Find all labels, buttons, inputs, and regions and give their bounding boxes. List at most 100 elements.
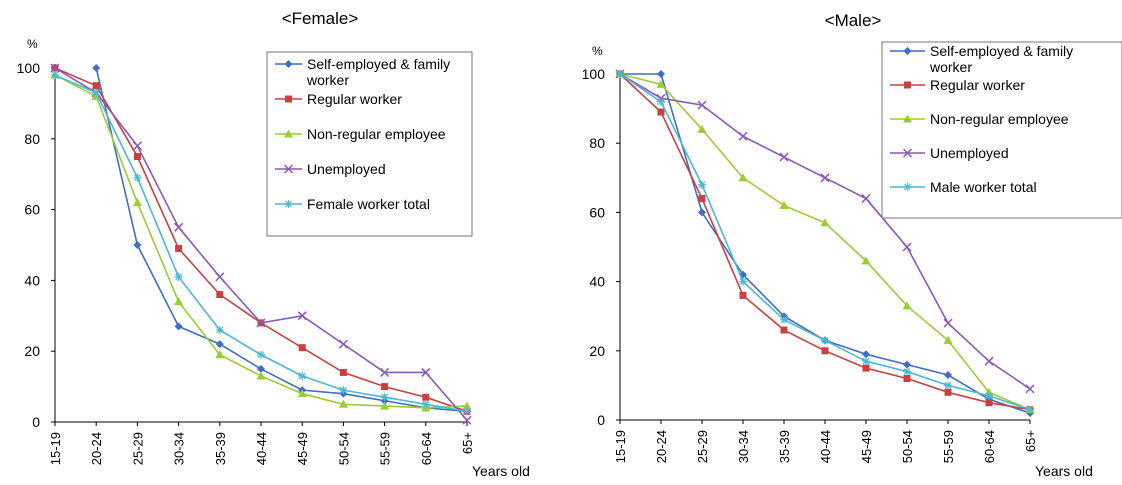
data-point xyxy=(821,347,829,355)
data-point xyxy=(656,79,666,88)
data-point xyxy=(738,131,748,141)
x-tick-label: 15-19 xyxy=(48,432,63,465)
y-tick-label: 20 xyxy=(589,343,605,359)
data-point xyxy=(698,208,706,217)
data-point xyxy=(339,386,348,395)
data-point xyxy=(821,336,829,345)
y-tick-label: 100 xyxy=(17,60,41,76)
data-point xyxy=(132,141,142,151)
data-point xyxy=(422,393,430,401)
data-point xyxy=(132,198,142,207)
data-point xyxy=(862,364,870,372)
male-chart: <Male>% 0 20 40 60 80 100 15-19 20-24 25-29 30-34 3… xyxy=(582,11,1122,479)
data-point xyxy=(421,367,431,377)
data-point xyxy=(133,153,141,160)
x-tick-label: 20-24 xyxy=(654,430,669,463)
data-point xyxy=(381,383,389,391)
data-point xyxy=(338,399,348,408)
x-tick-label: 35-39 xyxy=(777,430,792,463)
x-tick-label: 55-59 xyxy=(941,430,956,463)
x-tick-label: 40-44 xyxy=(254,432,269,465)
data-point xyxy=(657,108,665,116)
data-point xyxy=(421,400,430,409)
data-point xyxy=(944,381,952,390)
legend-marker xyxy=(283,164,294,174)
legend-box xyxy=(266,51,473,237)
data-point xyxy=(739,291,747,299)
data-point xyxy=(133,241,142,249)
data-point xyxy=(902,301,912,310)
data-point xyxy=(92,64,101,72)
legend-label: Regular worker xyxy=(930,77,1025,93)
x-tick-label: 60-64 xyxy=(982,430,997,463)
series-group xyxy=(615,69,1035,394)
legend-marker xyxy=(284,200,293,208)
data-point xyxy=(92,82,100,90)
data-point xyxy=(903,367,911,376)
legend-label: Female worker total xyxy=(307,196,430,212)
data-point xyxy=(297,311,307,321)
series-group xyxy=(616,70,1034,414)
legend-marker xyxy=(902,148,913,158)
data-point xyxy=(463,407,471,416)
x-tick-label: 60-64 xyxy=(419,432,434,465)
data-point xyxy=(779,152,789,162)
data-point xyxy=(698,180,706,189)
legend: Self-employed & family worker Regular work… xyxy=(881,41,1122,219)
data-point xyxy=(780,315,788,324)
legend-marker xyxy=(903,183,912,191)
data-point xyxy=(297,389,307,398)
data-point xyxy=(984,356,994,366)
data-point xyxy=(215,350,225,359)
data-point xyxy=(943,335,953,344)
data-point xyxy=(175,245,183,253)
x-tick-label: 15-19 xyxy=(613,430,628,463)
data-point xyxy=(902,242,912,252)
legend-marker xyxy=(904,81,911,89)
data-point xyxy=(338,339,348,349)
data-point xyxy=(944,388,952,396)
y-tick-label: 0 xyxy=(597,412,605,428)
data-point xyxy=(862,350,870,359)
y-tick-label: 60 xyxy=(589,204,605,220)
y-tick-label: 80 xyxy=(589,135,605,151)
data-point xyxy=(779,200,789,209)
data-point xyxy=(657,70,665,78)
legend: Self-employed & family worker Regular work… xyxy=(266,51,473,237)
data-point xyxy=(861,256,871,265)
x-tick-label: 35-39 xyxy=(213,432,228,465)
x-tick-label: 50-54 xyxy=(336,432,351,465)
y-tick-label: 60 xyxy=(24,202,40,218)
series-group xyxy=(51,71,471,416)
data-point xyxy=(985,391,993,400)
data-point xyxy=(943,318,953,328)
legend-marker xyxy=(284,60,293,68)
data-point xyxy=(380,393,389,402)
x-tick-label: 25-29 xyxy=(695,430,710,463)
x-tick-label: 50-54 xyxy=(900,430,915,463)
legend-label: Self-employed & family worker xyxy=(929,43,1073,75)
series-group xyxy=(50,70,472,412)
female-chart: <Female>% 0 20 40 60 80 100 15-19 20-24 25-29 30-3… xyxy=(17,9,530,479)
x-tick-label: 30-34 xyxy=(172,432,187,465)
data-point xyxy=(257,364,265,373)
x-tick-label: 65+ xyxy=(1023,430,1038,452)
data-point xyxy=(944,371,952,380)
data-point xyxy=(92,88,101,97)
data-point xyxy=(298,371,307,380)
data-point xyxy=(215,325,224,334)
data-point xyxy=(862,357,870,366)
data-point xyxy=(1025,384,1035,394)
series-group xyxy=(50,63,472,425)
x-tick-label: 40-44 xyxy=(818,430,833,463)
data-point xyxy=(697,100,707,110)
chart-title: <Male> xyxy=(825,11,882,30)
legend-marker xyxy=(285,95,292,103)
x-axis-label: Years old xyxy=(1035,463,1093,479)
legend-label: Non-regular employee xyxy=(307,126,446,142)
x-axis-label: Years old xyxy=(472,463,530,479)
legend-label: Self-employed & family worker xyxy=(306,56,450,88)
data-point xyxy=(820,218,830,227)
y-axis-label: % xyxy=(592,44,603,58)
chart-title: <Female> xyxy=(282,9,359,28)
